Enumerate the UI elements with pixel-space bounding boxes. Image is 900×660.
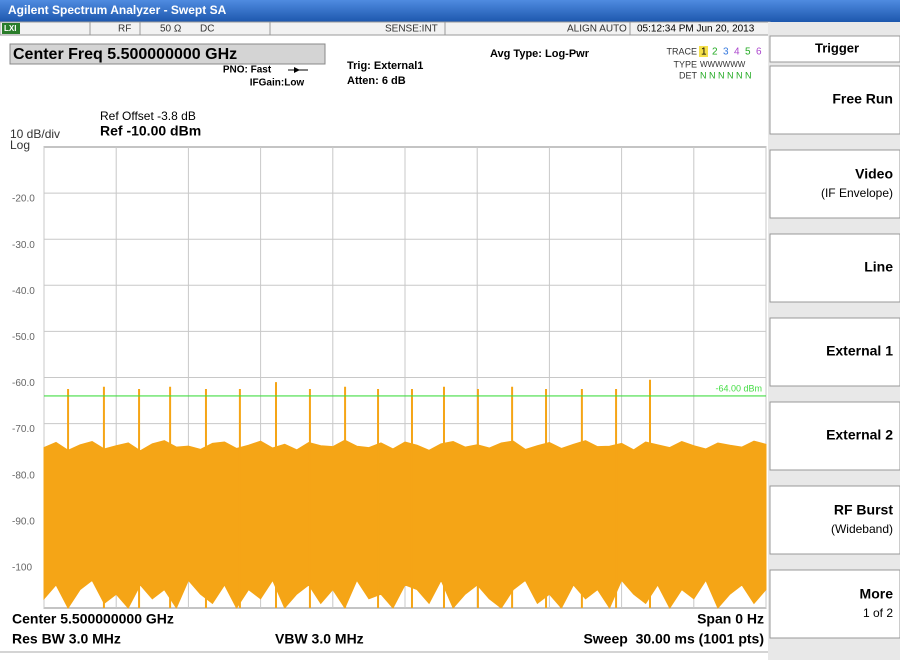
impedance: 50 Ω (160, 24, 182, 35)
footer-span: Span 0 Hz (697, 611, 764, 627)
ifgain: IFGain:Low (250, 78, 305, 89)
softkey-sublabel: 1 of 2 (863, 606, 893, 620)
pno: PNO: Fast (223, 65, 272, 76)
footer-sweep: Sweep 30.00 ms (1001 pts) (583, 631, 764, 647)
align: ALIGN AUTO (567, 24, 627, 35)
trace-number: 5 (745, 47, 751, 58)
scale-type: Log (10, 138, 30, 152)
trace-number: 6 (756, 47, 762, 58)
footer-center: Center 5.500000000 GHz (12, 611, 174, 627)
footer-vbw: VBW 3.0 MHz (275, 631, 364, 647)
scale: 10 dB/div (10, 127, 60, 141)
trace-number: 4 (734, 47, 740, 58)
softkey[interactable] (769, 233, 900, 303)
softkey[interactable] (769, 65, 900, 135)
softkey-label: External 2 (826, 427, 893, 443)
softkey-sublabel: (IF Envelope) (821, 186, 893, 200)
softkey-title: Trigger (815, 40, 859, 55)
softkey-label: Line (864, 259, 893, 275)
window-title: Agilent Spectrum Analyzer - Swept SA (8, 3, 227, 17)
coupling: DC (200, 24, 214, 35)
trace-label: TRACE (666, 46, 697, 56)
softkey[interactable] (769, 401, 900, 471)
y-tick-label: -50.0 (12, 332, 35, 343)
y-tick-label: -90.0 (12, 516, 35, 527)
timestamp: 05:12:34 PM Jun 20, 2013 (637, 24, 755, 35)
rf: RF (118, 24, 131, 35)
softkey[interactable] (769, 149, 900, 219)
lxi: LXI (4, 24, 16, 33)
trig: Trig: External1 (347, 60, 423, 72)
avg-type: Avg Type: Log-Pwr (490, 48, 590, 60)
atten: Atten: 6 dB (347, 75, 406, 87)
y-tick-label: -100 (12, 563, 32, 574)
softkeys: Free Run Video (IF Envelope) Line External 1… (769, 65, 900, 639)
type-label: TYPE (673, 59, 697, 69)
sense: SENSE:INT (385, 24, 438, 35)
title-bar (0, 0, 900, 22)
lxi-badge (2, 23, 20, 34)
det-label: DET (679, 70, 698, 80)
softkey-label: Video (855, 166, 893, 182)
softkey-label: RF Burst (834, 502, 893, 518)
noise-band (43, 439, 767, 610)
center-freq-box (9, 43, 326, 65)
det-value: N N N N N N (700, 70, 752, 80)
display-line-label: -64.00 dBm (715, 383, 762, 393)
softkey-sublabel: (Wideband) (831, 522, 893, 536)
y-tick-label: -60.0 (12, 378, 35, 389)
softkey[interactable] (769, 485, 900, 555)
footer-res-bw: Res BW 3.0 MHz (12, 631, 121, 647)
trace-number: 3 (723, 47, 729, 58)
y-tick-label: -40.0 (12, 286, 35, 297)
softkey-title-box (769, 35, 900, 63)
y-tick-label: -80.0 (12, 470, 35, 481)
softkey[interactable] (769, 569, 900, 639)
y-tick-label: -70.0 (12, 424, 35, 435)
softkey-label: More (860, 586, 894, 602)
softkey-label: Free Run (832, 91, 893, 107)
trace-number: 2 (712, 47, 718, 58)
type-value: WWWWWW (700, 60, 746, 69)
y-tick-label: -20.0 (12, 194, 35, 205)
softkey[interactable] (769, 317, 900, 387)
softkey-label: External 1 (826, 343, 893, 359)
ref-offset: Ref Offset -3.8 dB (100, 109, 196, 123)
ref-level: Ref -10.00 dBm (100, 123, 201, 139)
trace-plot: -20.0 -30.0 -40.0 -50.0 -60.0 -70.0 -80.0 -90.0… (12, 147, 767, 610)
trace-number: 1 (701, 47, 707, 58)
y-tick-label: -30.0 (12, 240, 35, 251)
pno-arrow-head (294, 67, 300, 73)
center-freq: Center Freq 5.500000000 GHz (13, 46, 237, 63)
active-trace-box (699, 46, 708, 57)
